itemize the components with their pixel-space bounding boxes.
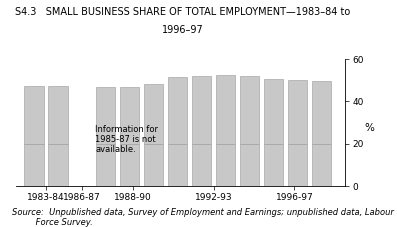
Bar bbox=[120, 86, 139, 144]
Bar bbox=[96, 86, 116, 144]
Bar bbox=[144, 84, 164, 144]
Bar bbox=[216, 144, 235, 186]
Bar bbox=[48, 86, 67, 144]
Text: S4.3   SMALL BUSINESS SHARE OF TOTAL EMPLOYMENT—1983–84 to: S4.3 SMALL BUSINESS SHARE OF TOTAL EMPLO… bbox=[15, 7, 350, 17]
Y-axis label: %: % bbox=[364, 123, 374, 133]
Bar bbox=[240, 76, 259, 144]
Text: Information for
1985-87 is not
available.: Information for 1985-87 is not available… bbox=[95, 125, 158, 154]
Bar bbox=[264, 79, 283, 144]
Bar bbox=[120, 144, 139, 186]
Bar bbox=[240, 144, 259, 186]
Bar bbox=[24, 86, 44, 144]
Bar bbox=[288, 144, 307, 186]
Bar bbox=[192, 76, 211, 144]
Bar bbox=[288, 80, 307, 144]
Bar bbox=[168, 77, 187, 144]
Bar bbox=[216, 75, 235, 144]
Bar bbox=[24, 144, 44, 186]
Bar bbox=[96, 144, 116, 186]
Bar bbox=[168, 144, 187, 186]
Bar bbox=[312, 81, 331, 144]
Bar bbox=[192, 144, 211, 186]
Text: Source:  Unpublished data, Survey of Employment and Earnings; unpublished data, : Source: Unpublished data, Survey of Empl… bbox=[12, 208, 394, 227]
Text: 1996–97: 1996–97 bbox=[162, 25, 204, 35]
Bar bbox=[264, 144, 283, 186]
Bar bbox=[48, 144, 67, 186]
Bar bbox=[312, 144, 331, 186]
Bar bbox=[144, 144, 164, 186]
